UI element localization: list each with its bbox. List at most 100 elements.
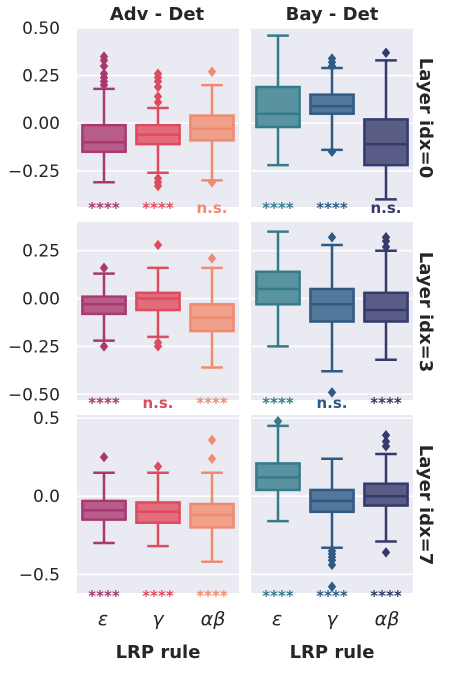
panel-row0-adv: **** **** n.s. [77,27,239,217]
box-alphabeta-adv-row1: **** [189,253,235,412]
outlier-point [99,51,109,62]
significance-label: **** [262,394,294,412]
significance-label: **** [262,587,294,605]
x-category-epsilon-right: ε [272,608,282,630]
outlier-point [381,232,391,243]
outlier-point [99,60,109,72]
box-epsilon-adv-row1: **** [81,262,127,412]
outlier-point [327,387,337,398]
row-label-layer-7: Layer idx=7 [415,445,436,565]
outlier-point [381,547,391,558]
y-tick-label-row0: 0.25 [22,67,60,87]
panel-row2-bay: **** **** **** [251,415,413,605]
y-tick-label-row0: 0.50 [22,19,60,39]
box-iqr [363,118,409,167]
outlier-point [99,451,109,463]
significance-label: **** [196,587,228,605]
y-tick-label-row1: 0.00 [22,290,60,310]
box-iqr [81,123,127,154]
outlier-point [99,68,109,79]
x-category-gamma-right: γ [326,608,339,630]
column-title-bay-det: Bay - Det [286,4,379,25]
outlier-point [327,559,337,571]
box-alphabeta-bay-row1: **** [363,232,409,412]
outlier-point [327,232,337,243]
significance-label: n.s. [196,199,227,217]
significance-label: **** [370,587,402,605]
x-category-gamma-left: γ [152,608,165,630]
outlier-point [207,66,217,78]
x-category-alphabeta-right: αβ [375,608,400,630]
box-epsilon-bay-row1: **** [255,230,301,412]
outlier-point [153,461,163,472]
outlier-point [207,176,217,188]
significance-label: n.s. [142,394,173,412]
box-alphabeta-adv-row2: **** [189,434,235,605]
outlier-point [327,581,337,593]
row-label-layer-0: Layer idx=0 [415,58,436,178]
significance-label: n.s. [370,199,401,217]
outlier-point [153,68,163,79]
box-gamma-bay-row2: **** [309,457,355,605]
box-iqr [309,93,355,115]
box-epsilon-adv-row2: **** [81,451,127,605]
significance-label: **** [316,199,348,217]
outlier-point [381,436,391,447]
outlier-point [153,91,163,102]
box-gamma-adv-row1: n.s. [135,239,181,412]
outlier-point [327,146,337,158]
y-tick-label-row2: 0.0 [33,487,60,507]
box-gamma-bay-row1: n.s. [309,232,355,412]
outlier-point [207,434,217,446]
significance-label: **** [88,199,120,217]
box-gamma-adv-row0: **** [135,68,181,217]
panel-row2-adv: **** **** **** [77,415,239,605]
y-tick-label-row1: −0.25 [8,337,60,357]
column-title-adv-det: Adv - Det [110,4,205,25]
box-gamma-adv-row2: **** [135,461,181,605]
box-alphabeta-bay-row0: n.s. [363,47,409,217]
outlier-point [153,173,163,184]
outlier-point [153,239,163,251]
outlier-point [207,253,217,264]
significance-label: **** [196,394,228,412]
outlier-point [153,337,163,348]
significance-label: **** [316,587,348,605]
row-label-layer-3: Layer idx=3 [415,252,436,372]
significance-label: **** [88,394,120,412]
panel-row0-bay: **** **** n.s. [251,27,413,217]
significance-label: **** [142,199,174,217]
box-iqr [363,482,409,507]
y-tick-label-row2: 0.5 [33,409,60,429]
y-tick-label-row0: −0.25 [8,162,60,182]
x-category-epsilon-left: ε [98,608,108,630]
outlier-point [207,453,217,464]
y-tick-label-row2: −0.5 [19,565,60,585]
y-tick-label-row1: 0.25 [22,242,60,262]
box-epsilon-bay-row2: **** [255,415,301,605]
panel-row1-bay: **** n.s. **** [251,222,413,412]
box-iqr [135,291,181,312]
significance-label: **** [370,394,402,412]
outlier-point [327,53,337,64]
y-tick-label-row0: 0.00 [22,114,60,134]
box-alphabeta-bay-row2: **** [363,430,409,605]
outlier-point [381,47,391,59]
box-epsilon-bay-row0: **** [255,34,301,217]
box-iqr [255,85,301,129]
x-axis-label-right: LRP rule [290,642,375,663]
box-alphabeta-adv-row0: n.s. [189,66,235,217]
outlier-point [273,415,283,427]
panel-row1-adv: **** n.s. **** [77,222,239,412]
outlier-point [153,97,163,108]
box-gamma-bay-row0: **** [309,53,355,217]
outlier-point [153,81,163,93]
outlier-point [99,341,109,352]
outlier-point [381,430,391,441]
outlier-point [99,262,109,274]
y-tick-label-row1: −0.50 [8,385,60,405]
outlier-point [381,241,391,253]
box-epsilon-adv-row0: **** [81,51,127,217]
x-axis-label-left: LRP rule [116,642,201,663]
